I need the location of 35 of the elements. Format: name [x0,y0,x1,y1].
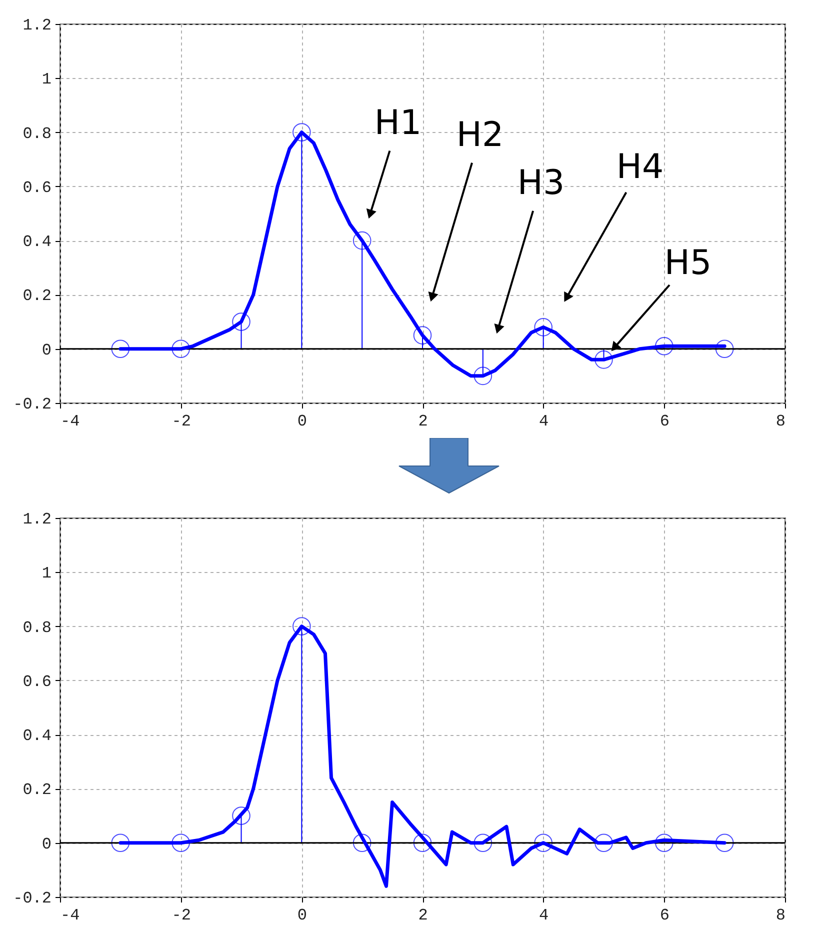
y-tick-label: 0.4 [22,727,52,746]
y-tick-label: -0.2 [13,396,52,414]
y-tick-label: 0.4 [22,233,52,252]
x-tick-label: -2 [172,906,191,924]
annotation: H4 [616,147,664,187]
x-tick-label: 2 [418,906,428,924]
x-tick-label: 0 [297,906,307,924]
y-tick-label: 0 [42,835,52,854]
y-tick-label: 0.2 [22,781,52,800]
x-tick-label: -4 [60,906,80,924]
y-tick-label: 0.8 [22,124,52,143]
x-tick-label: 6 [660,412,670,430]
y-tick-label: 0.2 [22,287,52,306]
x-tick-label: -2 [172,412,191,430]
y-tick-label: 1.2 [22,16,52,34]
y-tick-label: 1.2 [22,510,52,528]
annotation: H5 [664,243,712,283]
x-tick-label: 4 [539,906,549,924]
annotation: H1 [374,103,422,143]
y-tick-label: 1 [42,564,52,583]
x-tick-label: 0 [297,412,307,430]
y-tick-label: 0.8 [22,618,52,637]
y-tick-label: 0.6 [22,672,52,691]
y-tick-label: 0.6 [22,178,52,197]
x-tick-label: 2 [418,412,428,430]
x-tick-label: 8 [776,906,786,924]
x-tick-label: 8 [776,412,786,430]
y-tick-label: -0.2 [13,890,52,908]
y-tick-label: 1 [42,70,52,89]
x-tick-label: 6 [660,906,670,924]
annotation: H3 [517,163,565,203]
annotation: H2 [456,115,504,155]
x-tick-label: 4 [539,412,549,430]
x-tick-label: -4 [60,412,80,430]
y-tick-label: 0 [42,341,52,360]
